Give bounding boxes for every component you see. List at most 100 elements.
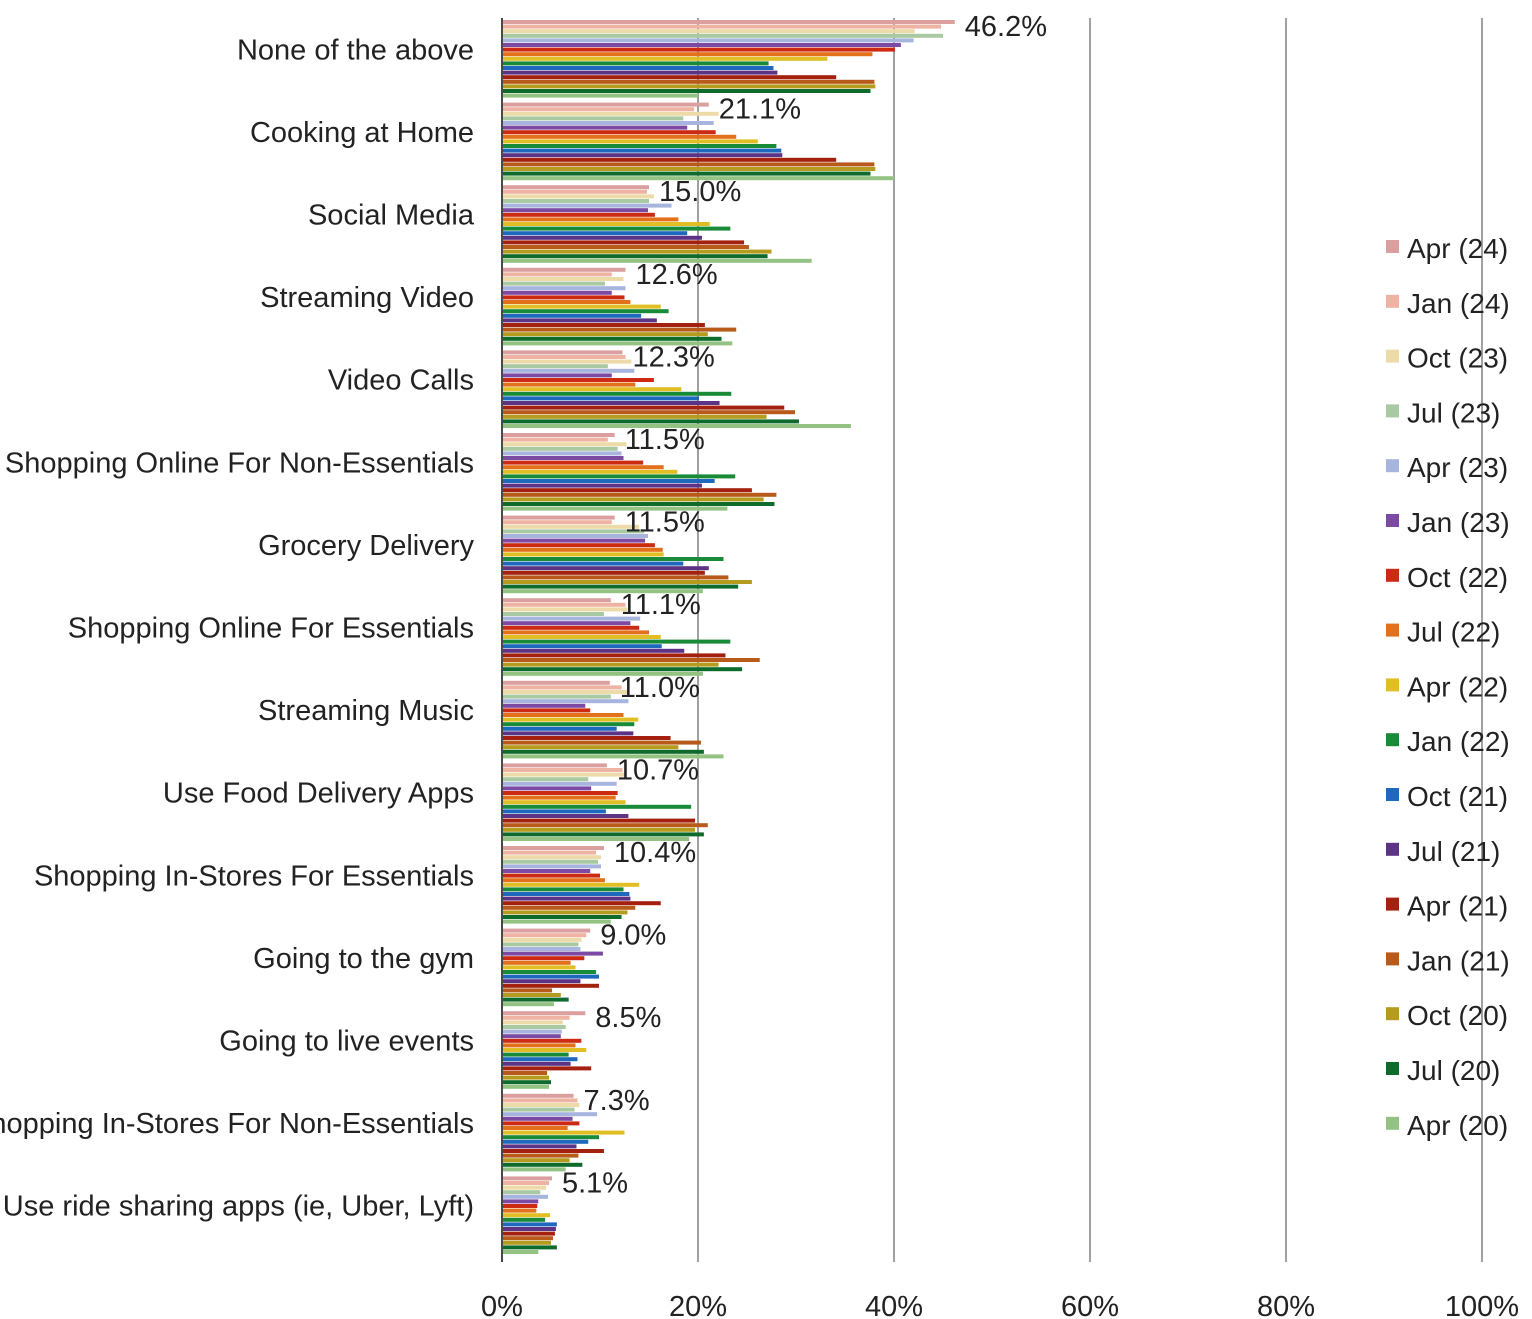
bar bbox=[503, 942, 579, 947]
bar bbox=[503, 754, 724, 759]
bar bbox=[503, 451, 622, 456]
bar bbox=[503, 506, 728, 511]
bar bbox=[503, 552, 664, 557]
legend-swatch bbox=[1386, 459, 1399, 473]
bar bbox=[503, 1185, 547, 1190]
bar bbox=[503, 827, 696, 832]
legend-swatch bbox=[1386, 1007, 1399, 1021]
category-label: Shopping Online For Non-Essentials bbox=[5, 447, 474, 479]
bar bbox=[503, 1158, 570, 1163]
bar bbox=[503, 199, 649, 203]
x-tick-label: 40% bbox=[865, 1291, 923, 1319]
bar bbox=[503, 625, 640, 630]
bar bbox=[503, 116, 684, 121]
bar bbox=[503, 662, 719, 667]
bar bbox=[503, 901, 661, 906]
legend-swatch bbox=[1386, 1062, 1399, 1075]
bar bbox=[503, 708, 591, 713]
bar bbox=[503, 332, 708, 337]
bar bbox=[503, 892, 630, 896]
bar bbox=[503, 89, 871, 93]
labels: None of the above 46.2% Cooking at Home 21.… bbox=[0, 11, 1047, 1223]
bar bbox=[503, 937, 582, 942]
bar bbox=[503, 245, 749, 249]
bar bbox=[503, 1227, 556, 1231]
bar bbox=[503, 134, 737, 139]
bar bbox=[503, 419, 799, 424]
bar bbox=[503, 882, 640, 887]
bar bbox=[503, 1135, 600, 1140]
bar bbox=[503, 919, 611, 924]
bar bbox=[503, 194, 654, 199]
legend-label: Oct (23) bbox=[1407, 343, 1508, 374]
legend-swatch bbox=[1386, 514, 1399, 527]
bar bbox=[503, 575, 729, 580]
bar bbox=[503, 341, 733, 346]
category-label: Grocery Delivery bbox=[258, 530, 474, 562]
bar bbox=[503, 612, 604, 616]
bar bbox=[503, 1139, 589, 1144]
bar bbox=[503, 1066, 592, 1071]
bar bbox=[503, 910, 628, 915]
bar bbox=[503, 212, 655, 217]
bar bbox=[503, 144, 777, 148]
legend-label: Jan (24) bbox=[1407, 288, 1510, 319]
bar bbox=[503, 267, 626, 272]
bar bbox=[503, 281, 605, 286]
data-label: 12.3% bbox=[633, 341, 715, 373]
bar bbox=[503, 1002, 554, 1007]
bar bbox=[503, 405, 785, 410]
bar bbox=[503, 235, 702, 240]
bar bbox=[503, 1190, 541, 1195]
bar bbox=[503, 667, 743, 672]
bar bbox=[503, 1112, 598, 1117]
bar bbox=[503, 1080, 551, 1085]
bar bbox=[503, 226, 731, 231]
bar bbox=[503, 635, 661, 639]
bar bbox=[503, 368, 635, 373]
bar bbox=[503, 832, 704, 837]
bar bbox=[503, 185, 649, 190]
bar bbox=[503, 763, 607, 768]
bar bbox=[503, 557, 724, 561]
bar bbox=[503, 1167, 566, 1172]
bar bbox=[503, 1061, 571, 1066]
bar bbox=[503, 1162, 583, 1167]
bar bbox=[503, 66, 774, 70]
bar bbox=[503, 84, 876, 89]
bar bbox=[503, 786, 592, 791]
bar bbox=[503, 1084, 550, 1089]
bar bbox=[503, 309, 669, 314]
bar bbox=[503, 442, 627, 447]
category-label: Shopping In-Stores For Essentials bbox=[34, 860, 474, 892]
bar bbox=[503, 1093, 574, 1098]
bar bbox=[503, 38, 914, 43]
bar bbox=[503, 460, 644, 465]
bar bbox=[503, 189, 648, 194]
data-label: 15.0% bbox=[659, 176, 741, 208]
bar bbox=[503, 970, 597, 974]
bar bbox=[503, 272, 612, 277]
bar bbox=[503, 869, 591, 873]
bar bbox=[503, 24, 942, 29]
bar bbox=[503, 837, 690, 841]
bar bbox=[503, 75, 837, 80]
bar bbox=[503, 1038, 582, 1043]
bar bbox=[503, 469, 678, 474]
bar bbox=[503, 1098, 578, 1103]
legend-label: Jul (23) bbox=[1407, 397, 1500, 428]
bar bbox=[503, 956, 585, 961]
bar bbox=[503, 846, 604, 850]
bar bbox=[503, 800, 626, 805]
bar bbox=[503, 171, 871, 176]
bar bbox=[503, 153, 783, 158]
bar bbox=[503, 1011, 586, 1016]
bar bbox=[503, 373, 612, 378]
legend-swatch bbox=[1386, 349, 1399, 363]
bar bbox=[503, 731, 634, 736]
bar bbox=[503, 290, 612, 295]
bar bbox=[503, 993, 561, 997]
bar bbox=[503, 258, 812, 263]
bar bbox=[503, 850, 597, 855]
